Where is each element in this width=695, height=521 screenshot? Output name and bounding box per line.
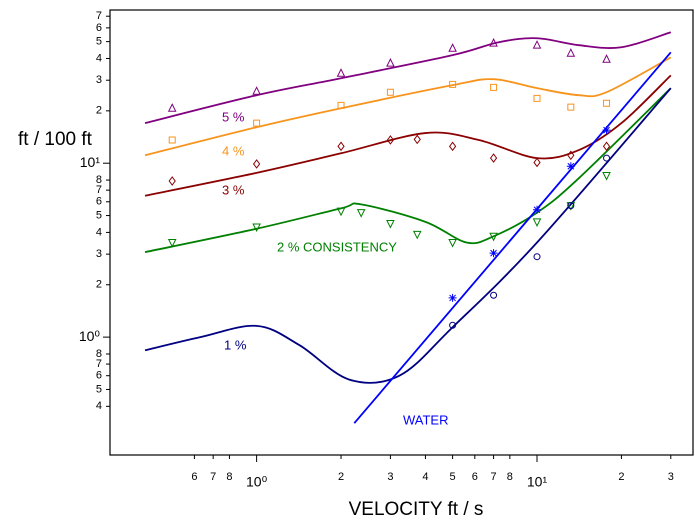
marker (449, 80, 457, 88)
curve-label: 5 % (222, 109, 245, 124)
marker (386, 220, 395, 229)
curve (144, 87, 672, 254)
x-tick-label: 6 (472, 471, 478, 483)
marker (603, 99, 611, 107)
y-tick-label: 10⁰ (79, 328, 101, 344)
curve-label: 4 % (222, 143, 245, 158)
marker (168, 176, 176, 186)
curve (144, 74, 672, 197)
marker (602, 54, 611, 63)
marker (168, 136, 176, 144)
marker (567, 150, 575, 161)
marker (603, 154, 611, 162)
y-tick-label: 8 (96, 348, 102, 360)
y-axis-label: ft / 100 ft (18, 129, 93, 150)
plot-frame (109, 9, 694, 456)
curve (144, 31, 672, 124)
x-tick-label: 10⁰ (246, 474, 268, 490)
x-tick-label: 2 (338, 471, 344, 483)
marker (533, 253, 541, 261)
marker (448, 43, 457, 52)
y-tick-label: 8 (96, 174, 102, 186)
marker (533, 157, 541, 168)
x-tick-label: 4 (422, 471, 428, 483)
y-tick-label: 7 (96, 10, 102, 22)
x-tick-label: 8 (226, 471, 232, 483)
marker (413, 134, 421, 145)
marker (533, 94, 541, 102)
marker (490, 291, 498, 299)
curve (353, 51, 672, 424)
y-tick-label: 6 (96, 22, 102, 34)
x-tick-label: 2 (618, 471, 624, 483)
curve (144, 87, 672, 384)
marker (533, 205, 542, 214)
y-tick-label: 6 (96, 370, 102, 382)
y-tick-label: 10¹ (80, 154, 101, 170)
y-tick-label: 7 (96, 184, 102, 196)
y-tick-label: 7 (96, 358, 102, 370)
marker (386, 88, 394, 96)
marker (567, 202, 575, 210)
marker (567, 103, 575, 111)
marker (532, 218, 542, 227)
curve (144, 56, 672, 157)
marker (449, 321, 457, 329)
marker (602, 141, 611, 152)
marker (490, 83, 498, 91)
marker (532, 40, 542, 49)
marker (386, 135, 395, 145)
y-tick-label: 4 (96, 400, 102, 412)
y-tick-label: 5 (96, 209, 102, 221)
marker (337, 101, 345, 109)
x-tick-label: 3 (387, 471, 393, 483)
marker (602, 171, 611, 181)
marker (448, 293, 457, 302)
marker (252, 223, 261, 233)
y-tick-label: 6 (96, 196, 102, 208)
curve-label: WATER (403, 412, 449, 427)
marker (356, 209, 366, 218)
marker (337, 141, 345, 152)
marker (602, 126, 611, 135)
marker (489, 232, 498, 242)
y-tick-label: 2 (96, 105, 102, 117)
marker (566, 48, 576, 57)
marker (336, 207, 346, 217)
y-tick-label: 4 (96, 52, 102, 64)
y-tick-label: 3 (96, 74, 102, 86)
marker (448, 141, 457, 152)
x-tick-label: 8 (507, 471, 513, 483)
y-tick-label: 2 (96, 279, 102, 291)
marker (489, 249, 498, 258)
x-axis-label: VELOCITY ft / s (349, 499, 484, 520)
marker (448, 238, 457, 248)
x-tick-label: 7 (491, 471, 497, 483)
x-tick-label: 5 (450, 471, 456, 483)
y-tick-label: 3 (96, 248, 102, 260)
marker (252, 159, 261, 169)
marker (253, 119, 261, 127)
y-tick-label: 5 (96, 383, 102, 395)
y-tick-label: 5 (96, 36, 102, 48)
y-tick-label: 4 (96, 226, 102, 238)
marker (336, 68, 346, 77)
x-tick-label: 7 (210, 471, 216, 483)
marker (386, 58, 395, 67)
curve-label: 1 % (224, 337, 247, 352)
curve-label: 2 % CONSISTENCY (277, 239, 397, 254)
marker (412, 230, 422, 240)
marker (489, 38, 498, 47)
x-tick-label: 6 (191, 471, 197, 483)
curve-label: 3 % (222, 182, 245, 197)
x-tick-label: 3 (668, 471, 674, 483)
marker (167, 238, 177, 248)
marker (252, 86, 261, 95)
marker (167, 103, 177, 112)
marker (566, 162, 575, 171)
marker (489, 153, 498, 163)
x-tick-label: 10¹ (527, 474, 548, 490)
